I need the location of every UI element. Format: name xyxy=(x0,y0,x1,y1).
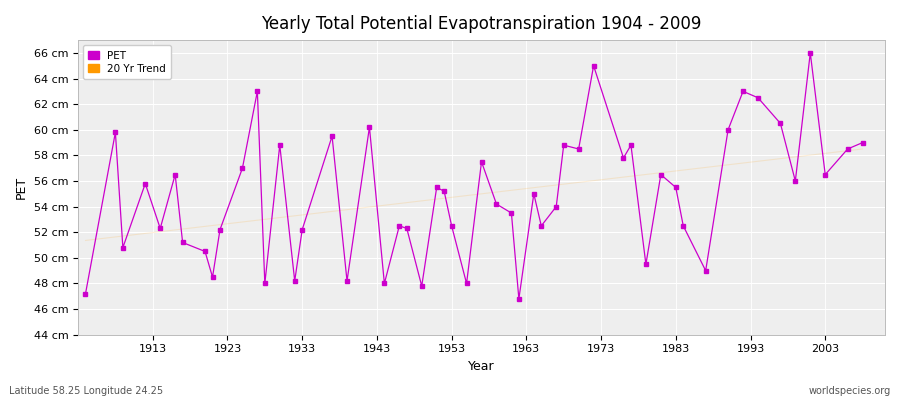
Title: Yearly Total Potential Evapotranspiration 1904 - 2009: Yearly Total Potential Evapotranspiratio… xyxy=(261,15,702,33)
Y-axis label: PET: PET xyxy=(15,176,28,199)
X-axis label: Year: Year xyxy=(468,360,495,373)
Text: worldspecies.org: worldspecies.org xyxy=(809,386,891,396)
Text: Latitude 58.25 Longitude 24.25: Latitude 58.25 Longitude 24.25 xyxy=(9,386,163,396)
Legend: PET, 20 Yr Trend: PET, 20 Yr Trend xyxy=(83,45,171,79)
